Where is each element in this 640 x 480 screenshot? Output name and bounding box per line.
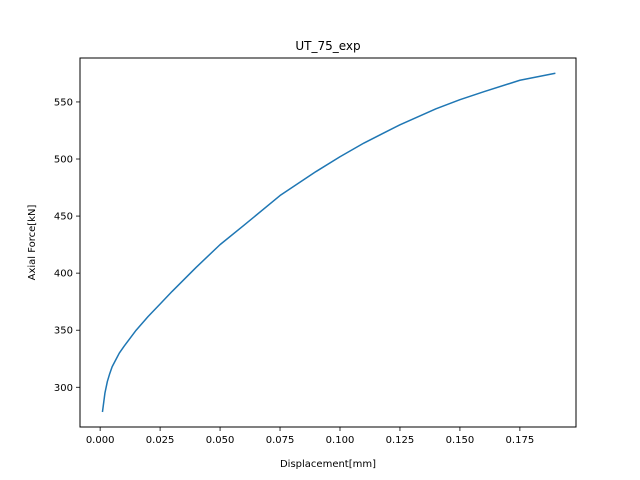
y-axis-ticks: 300 350 400 450 500 550 [54, 97, 80, 394]
plot-frame [79, 57, 577, 428]
x-tick-label: 0.100 [326, 435, 355, 446]
x-tick-label: 0.000 [86, 435, 115, 446]
x-tick-label: 0.025 [146, 435, 175, 446]
y-tick-label: 500 [54, 155, 73, 166]
x-axis-label: Displacement[mm] [280, 459, 376, 470]
x-tick-label: 0.075 [266, 435, 295, 446]
y-axis-label: Axial Force[kN] [27, 205, 38, 281]
y-tick-label: 350 [54, 326, 73, 337]
x-tick-label: 0.175 [506, 435, 535, 446]
y-tick-label: 450 [54, 212, 73, 223]
x-axis-ticks: 0.000 0.025 0.050 0.075 0.100 0.125 0.150 0.175 [86, 427, 534, 446]
series-layer [101, 72, 556, 413]
chart-title: UT_75_exp [295, 39, 360, 53]
y-tick-label: 400 [54, 269, 73, 280]
x-tick-label: 0.050 [206, 435, 235, 446]
x-tick-label: 0.125 [386, 435, 415, 446]
y-tick-label: 550 [54, 97, 73, 108]
x-tick-label: 0.150 [446, 435, 475, 446]
y-tick-label: 300 [54, 383, 73, 394]
series-line [101, 72, 556, 413]
